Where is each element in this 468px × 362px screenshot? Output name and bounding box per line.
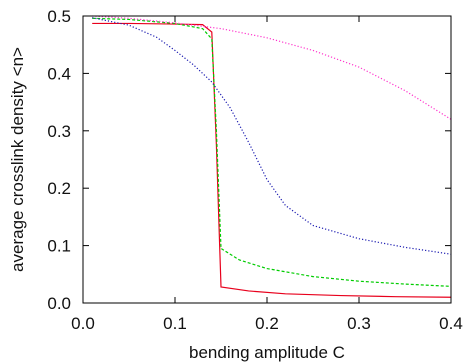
x-tick-label: 0.4 [439,314,463,333]
axis-tick-labels: 0.0 0.1 0.2 0.3 0.4 0.0 0.1 0.2 0.3 0.4 0.5 [47,7,462,333]
x-tick-label: 0.1 [163,314,187,333]
x-axis-label: bending amplitude C [189,343,345,362]
y-tick-label: 0.1 [47,237,71,256]
x-tick-label: 0.3 [347,314,371,333]
plot-lines [92,15,452,298]
plot-frame [82,15,452,304]
x-tick-label: 0.0 [71,314,95,333]
series-line-1 [92,22,452,298]
series-line-4 [92,15,452,120]
x-tick-label: 0.2 [255,314,279,333]
y-tick-label: 0.5 [47,7,71,26]
y-tick-label: 0.4 [47,64,71,83]
series-line-2 [92,17,452,287]
y-tick-label: 0.0 [47,294,71,313]
y-tick-label: 0.2 [47,179,71,198]
series-line-3 [92,17,452,255]
y-tick-label: 0.3 [47,122,71,141]
y-axis-label: average crosslink density <n> [8,47,27,272]
axis-ticks [82,15,452,304]
